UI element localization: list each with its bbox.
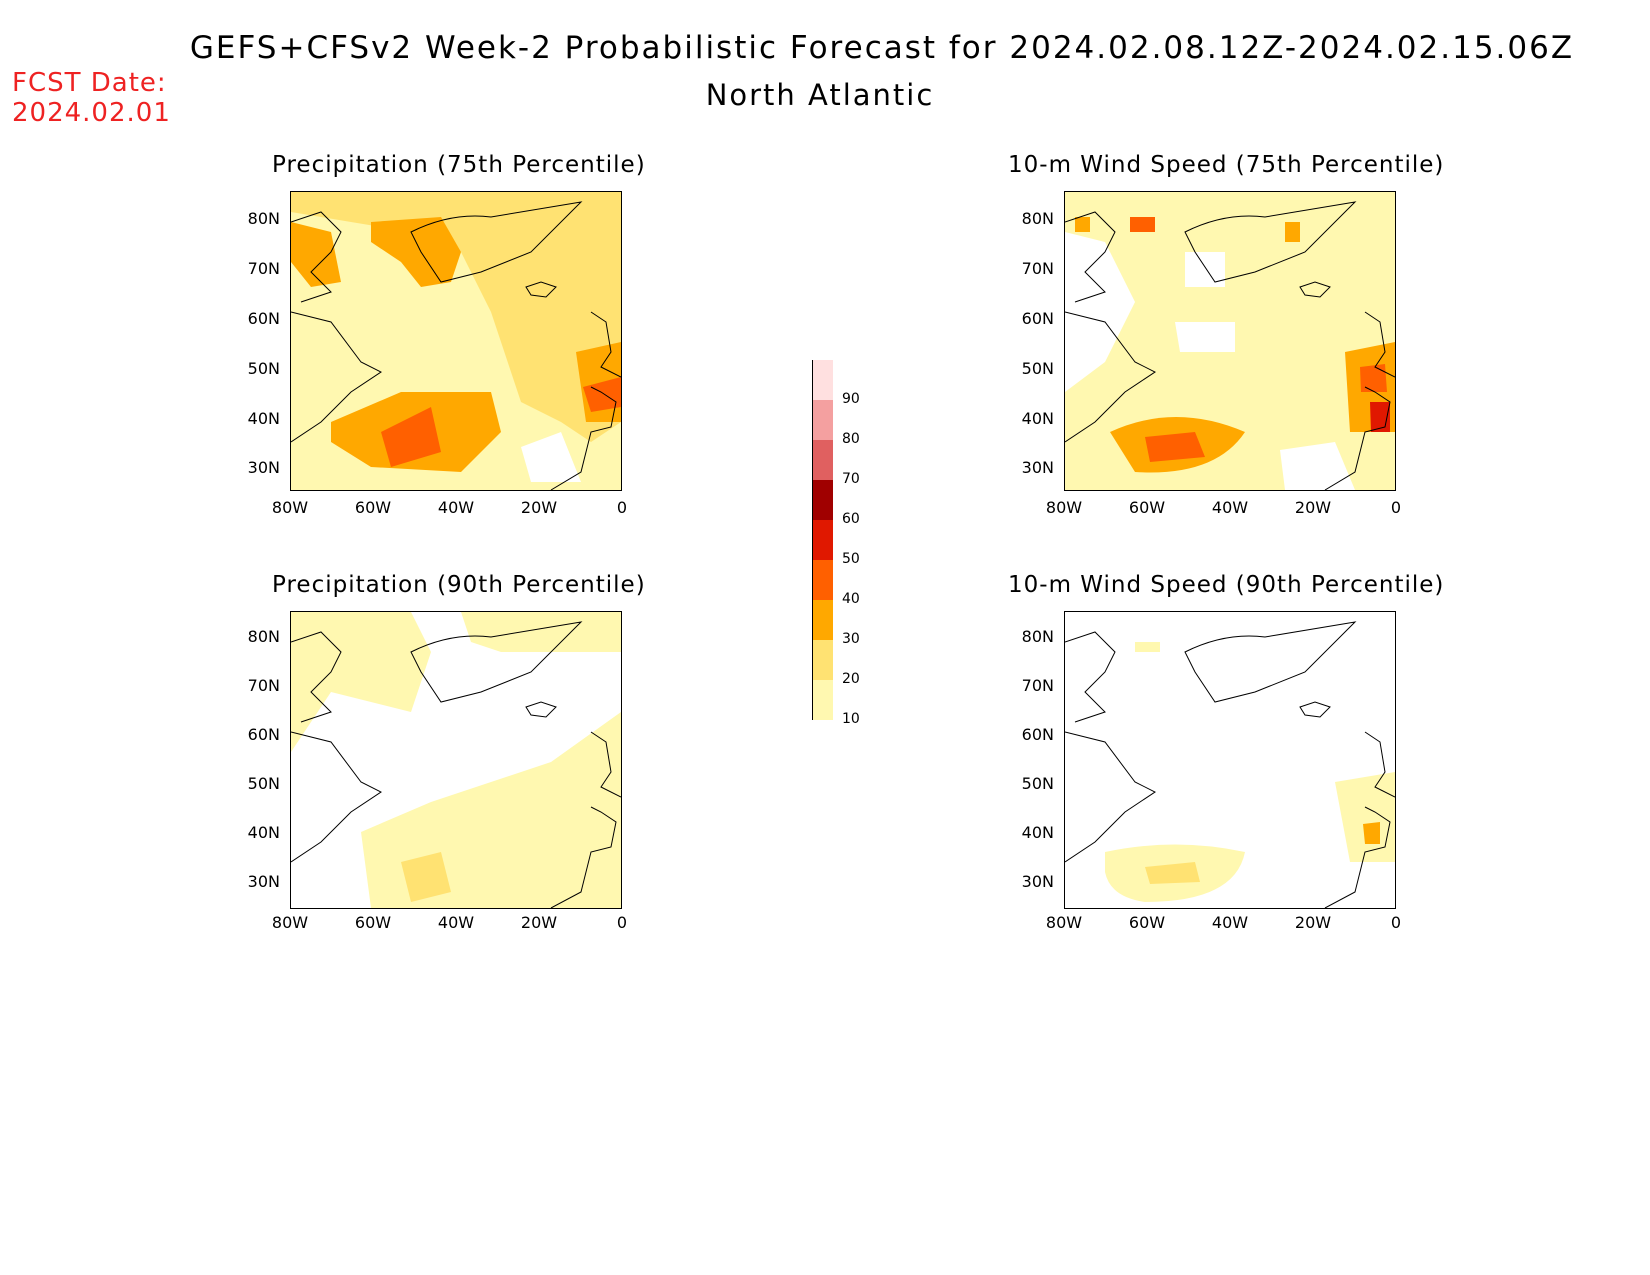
colorbar-label: 70 [842, 471, 860, 487]
lon-label: 0 [616, 498, 628, 517]
colorbar-segment [812, 480, 833, 520]
lat-label: 30N [1021, 458, 1054, 477]
region-subtitle: North Atlantic [705, 78, 935, 112]
colorbar-segment [812, 560, 833, 600]
lon-label: 60W [354, 913, 392, 932]
lat-label: 80N [1021, 627, 1054, 646]
lat-label: 40N [1021, 823, 1054, 842]
map-wind75 [1064, 191, 1396, 491]
panel-title-precip75: Precipitation (75th Percentile) [272, 152, 646, 178]
lat-label: 30N [247, 458, 280, 477]
lat-label: 60N [1021, 725, 1054, 744]
lat-label: 60N [247, 725, 280, 744]
lat-label: 30N [247, 872, 280, 891]
lat-label: 80N [1021, 209, 1054, 228]
colorbar-label: 80 [842, 431, 860, 447]
fcst-date-label: FCST Date: [12, 68, 167, 98]
lon-label: 80W [271, 913, 309, 932]
lon-label: 0 [616, 913, 628, 932]
lat-label: 60N [247, 309, 280, 328]
colorbar-segment [812, 640, 833, 680]
colorbar-label: 50 [842, 551, 860, 567]
lon-label: 80W [1045, 913, 1083, 932]
lat-label: 30N [1021, 872, 1054, 891]
lat-label: 70N [247, 676, 280, 695]
map-precip75 [290, 191, 622, 491]
panel-title-precip90: Precipitation (90th Percentile) [272, 572, 646, 598]
colorbar-label: 10 [842, 711, 860, 727]
colorbar-segment [812, 440, 833, 480]
colorbar-segment [812, 600, 833, 640]
lat-label: 80N [247, 627, 280, 646]
lat-label: 50N [1021, 774, 1054, 793]
map-wind90 [1064, 611, 1396, 909]
colorbar-label: 30 [842, 631, 860, 647]
lat-label: 50N [247, 359, 280, 378]
lon-label: 40W [1211, 913, 1249, 932]
colorbar-label: 20 [842, 671, 860, 687]
lon-label: 20W [520, 913, 558, 932]
lon-label: 0 [1390, 498, 1402, 517]
colorbar-label: 40 [842, 591, 860, 607]
colorbar-segment [812, 360, 833, 400]
colorbar-label: 60 [842, 511, 860, 527]
lon-label: 40W [1211, 498, 1249, 517]
fcst-date-value: 2024.02.01 [12, 98, 171, 128]
colorbar-segment [812, 520, 833, 560]
lon-label: 60W [1128, 913, 1166, 932]
lat-label: 70N [1021, 259, 1054, 278]
colorbar-segment [812, 400, 833, 440]
panel-title-wind90: 10-m Wind Speed (90th Percentile) [1008, 572, 1445, 598]
lat-label: 40N [247, 409, 280, 428]
lat-label: 50N [247, 774, 280, 793]
colorbar-segment [812, 680, 833, 720]
lat-label: 40N [247, 823, 280, 842]
lon-label: 80W [271, 498, 309, 517]
lon-label: 20W [1294, 913, 1332, 932]
lat-label: 40N [1021, 409, 1054, 428]
map-precip90 [290, 611, 622, 909]
lat-label: 50N [1021, 359, 1054, 378]
figure-title: GEFS+CFSv2 Week-2 Probabilistic Forecast… [189, 30, 1575, 66]
lon-label: 60W [354, 498, 392, 517]
lon-label: 20W [1294, 498, 1332, 517]
lat-label: 60N [1021, 309, 1054, 328]
colorbar-label: 90 [842, 391, 860, 407]
lon-label: 60W [1128, 498, 1166, 517]
lon-label: 20W [520, 498, 558, 517]
lat-label: 70N [1021, 676, 1054, 695]
lon-label: 40W [437, 498, 475, 517]
panel-title-wind75: 10-m Wind Speed (75th Percentile) [1008, 152, 1445, 178]
lon-label: 40W [437, 913, 475, 932]
lat-label: 70N [247, 259, 280, 278]
lon-label: 0 [1390, 913, 1402, 932]
lat-label: 80N [247, 209, 280, 228]
lon-label: 80W [1045, 498, 1083, 517]
